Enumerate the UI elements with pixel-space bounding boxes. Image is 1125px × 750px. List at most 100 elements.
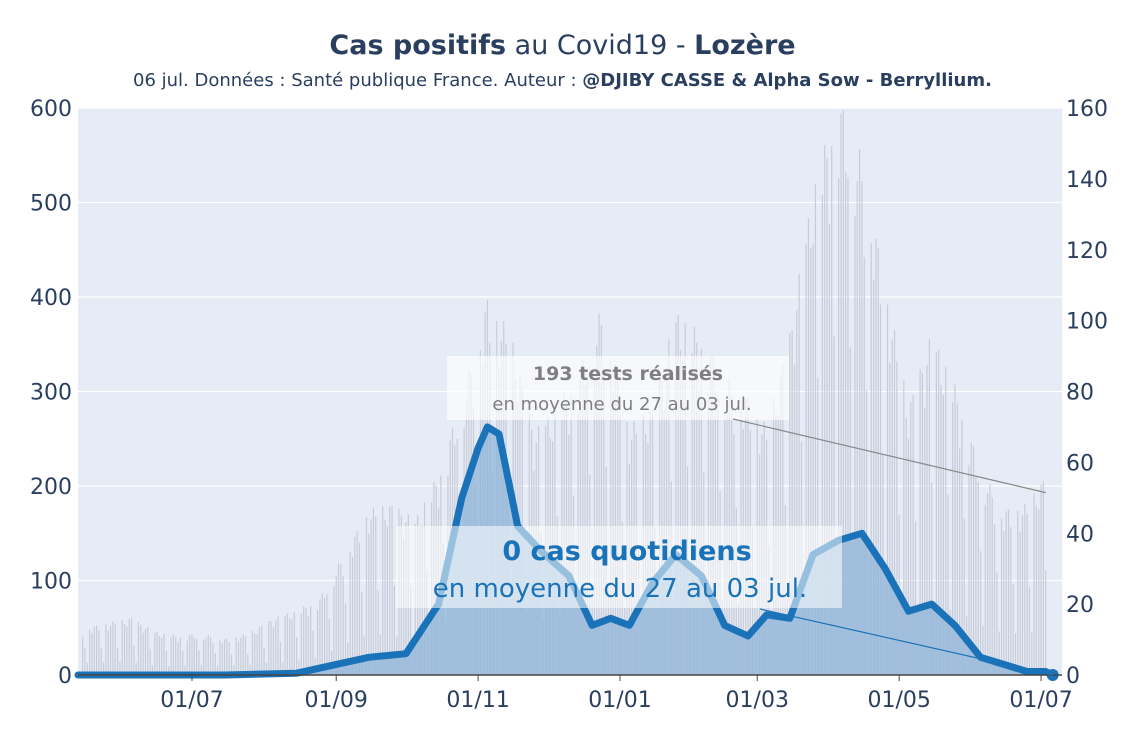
test-bar (386, 526, 388, 675)
test-bar (779, 374, 782, 675)
y-right-tick-label: 40 (1066, 522, 1094, 547)
y-right-tick-label: 80 (1066, 381, 1094, 406)
test-bar (896, 361, 898, 675)
test-bar (1042, 481, 1044, 675)
test-bar (275, 620, 277, 675)
test-bar (86, 663, 88, 675)
test-bar (216, 665, 219, 675)
test-bar (1045, 570, 1047, 675)
test-bar (1003, 531, 1005, 675)
test-bar (126, 626, 128, 675)
test-bar (340, 564, 342, 675)
test-bar (368, 534, 370, 675)
x-tick-label: 01/11 (446, 688, 509, 713)
test-bar (235, 637, 237, 675)
test-bar (889, 363, 891, 675)
test-bar (710, 356, 712, 675)
test-bar (847, 177, 849, 675)
test-bar (109, 625, 112, 675)
test-bar (165, 650, 167, 675)
test-bar (798, 273, 800, 675)
test-bar (947, 494, 949, 675)
cases-area (78, 426, 1053, 675)
test-bar (1014, 632, 1017, 675)
test-bar (196, 638, 198, 675)
test-bar (296, 637, 298, 675)
test-bar (1024, 504, 1026, 675)
test-bar (214, 652, 216, 675)
test-bar (237, 641, 240, 675)
test-bar (303, 606, 305, 675)
test-bar (982, 625, 984, 675)
test-bar (100, 647, 102, 675)
test-bar (665, 367, 668, 675)
test-bar (133, 645, 135, 675)
test-bar (361, 592, 363, 675)
test-bar (993, 524, 996, 675)
test-bar (675, 322, 677, 675)
test-bar (375, 516, 377, 675)
test-bar (89, 630, 91, 675)
y-right-tick-label: 160 (1066, 97, 1108, 122)
test-bar (617, 372, 619, 675)
test-bar (691, 352, 693, 675)
test-bar (114, 624, 116, 675)
chart-subtitle: 06 jul. Données : Santé publique France.… (133, 70, 992, 91)
test-bar (975, 476, 977, 675)
test-bar (161, 637, 163, 675)
annotation-tests-arrow (732, 418, 1046, 494)
test-bar (272, 627, 275, 675)
test-bar (693, 326, 696, 675)
test-bar (998, 631, 1000, 675)
test-bar (838, 177, 840, 675)
test-bar (247, 654, 249, 675)
test-bar (1026, 513, 1028, 675)
test-bar (854, 215, 856, 675)
test-bar (1031, 631, 1033, 675)
test-bar (893, 329, 896, 675)
test-bar (349, 552, 351, 675)
test-bar (351, 556, 354, 675)
test-bar (96, 625, 98, 675)
test-bar (130, 618, 133, 675)
test-bar (914, 522, 917, 675)
test-bar (356, 531, 358, 675)
test-bar (312, 630, 314, 675)
test-bar (872, 279, 875, 675)
test-bar (861, 181, 863, 675)
test-bar (291, 619, 293, 675)
y-left-tick-label: 400 (30, 286, 72, 311)
annotation-tests-detail: en moyenne du 27 au 03 jul. (492, 394, 751, 415)
test-bar (172, 634, 174, 675)
test-bar (282, 662, 284, 675)
test-bar (230, 654, 233, 675)
test-bar (582, 359, 584, 675)
test-bar (228, 641, 230, 675)
test-bar (384, 519, 386, 675)
test-bar (1017, 510, 1019, 675)
test-bar (207, 635, 209, 675)
test-bar (610, 361, 612, 675)
test-bar (1040, 484, 1042, 675)
x-tick-label: 01/05 (867, 688, 930, 713)
test-bar (205, 637, 207, 675)
y-right-tick-label: 140 (1066, 168, 1108, 193)
test-bar (986, 493, 989, 675)
test-bar (856, 181, 858, 675)
test-bar (337, 563, 340, 675)
test-bar (952, 402, 954, 675)
test-bar (921, 372, 924, 675)
test-bar (265, 662, 268, 675)
y-left-tick-label: 100 (30, 570, 72, 595)
test-bar (175, 636, 177, 675)
test-bar (289, 618, 291, 675)
test-bar (870, 243, 872, 675)
test-bar (284, 616, 286, 675)
test-bar (151, 665, 154, 675)
test-bar (875, 238, 877, 675)
test-bar (93, 626, 95, 675)
test-bar (365, 517, 368, 675)
test-bar (372, 507, 375, 675)
